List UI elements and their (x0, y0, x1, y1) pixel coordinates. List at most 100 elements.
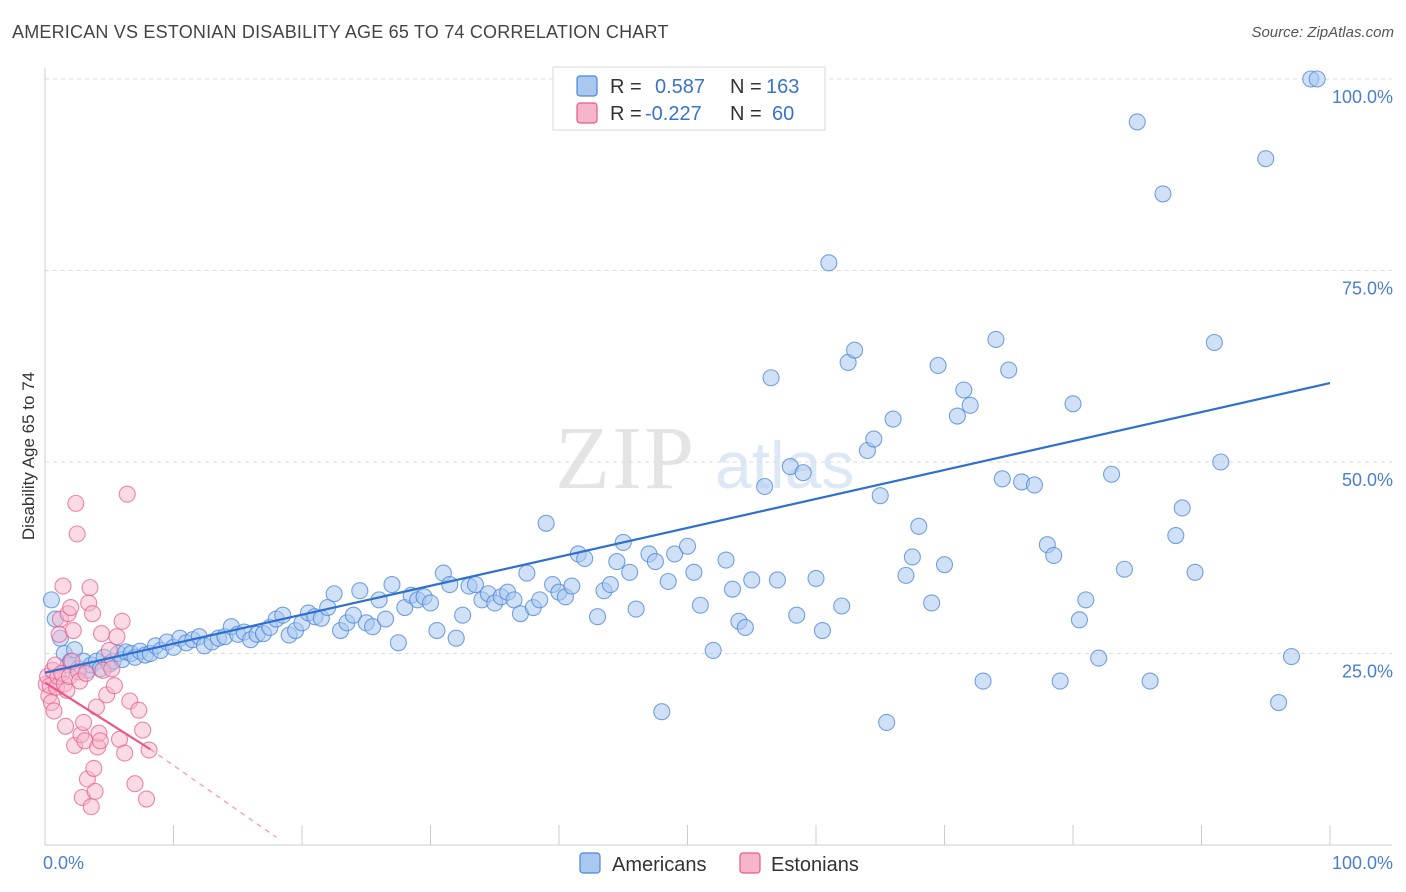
point-americans-71 (447, 629, 465, 647)
point-americans-155 (1141, 672, 1159, 690)
point-americans-111 (736, 618, 754, 637)
point-americans-166 (1308, 70, 1326, 88)
point-estonians-15 (57, 717, 75, 735)
point-americans-124 (845, 341, 864, 359)
stats-legend: R = 0.587 N = 163 R = -0.227 N = 60 (552, 66, 826, 131)
point-americans-97 (621, 563, 639, 581)
point-estonians-53 (118, 485, 136, 503)
point-americans-163 (1270, 693, 1288, 712)
point-americans-121 (820, 254, 838, 272)
legend-swatch-americans (579, 852, 601, 874)
point-estonians-29 (75, 713, 93, 731)
point-americans-72 (454, 606, 472, 624)
point-americans-154 (1128, 113, 1146, 131)
point-americans-94 (601, 576, 619, 594)
point-estonians-23 (67, 494, 85, 512)
point-americans-141 (993, 470, 1011, 488)
legend-label-americans: Americans (612, 854, 706, 876)
stats-n-value-estonians: 60 (772, 103, 794, 125)
point-americans-127 (871, 487, 889, 505)
point-americans-92 (588, 608, 607, 626)
y-tick-label-0: 25.0% (1342, 662, 1393, 682)
point-americans-59 (370, 591, 388, 609)
point-americans-137 (955, 381, 973, 399)
series-estonians (37, 485, 158, 816)
point-americans-129 (884, 410, 902, 428)
point-americans-107 (704, 641, 722, 659)
point-estonians-36 (83, 605, 102, 623)
source-label: Source: ZipAtlas.com (1251, 24, 1394, 41)
point-americans-108 (717, 551, 735, 569)
point-estonians-42 (91, 732, 109, 750)
point-americans-118 (794, 464, 812, 482)
point-americans-140 (987, 330, 1005, 348)
point-estonians-51 (113, 612, 131, 630)
point-americans-133 (923, 594, 941, 612)
stats-legend-box (552, 66, 826, 131)
series-americans (42, 70, 1326, 731)
point-estonians-56 (130, 701, 148, 719)
point-estonians-47 (103, 660, 121, 678)
point-americans-149 (1070, 611, 1088, 629)
point-americans-153 (1115, 560, 1133, 578)
point-estonians-37 (85, 759, 103, 777)
point-americans-159 (1186, 563, 1204, 581)
point-americans-147 (1051, 672, 1069, 690)
point-americans-135 (935, 556, 954, 574)
point-estonians-55 (126, 775, 144, 793)
stats-legend-swatch-estonians (576, 102, 598, 124)
point-americans-61 (383, 576, 401, 594)
point-americans-98 (627, 600, 645, 618)
bottom-legend: Americans Estonians (579, 852, 859, 876)
point-estonians-21 (64, 621, 82, 640)
point-americans-115 (768, 571, 787, 589)
point-americans-103 (666, 545, 684, 563)
point-estonians-38 (86, 782, 104, 800)
stats-n-label-americans: N = (730, 76, 762, 98)
point-americans-144 (1025, 476, 1043, 494)
point-americans-122 (833, 597, 851, 615)
point-americans-150 (1077, 591, 1095, 609)
point-americans-67 (421, 594, 440, 612)
point-americans-89 (563, 577, 581, 595)
stats-r-value-estonians: -0.227 (645, 103, 702, 125)
trendline-estonians (44, 681, 151, 751)
axes (44, 68, 1392, 846)
point-estonians-48 (105, 677, 123, 695)
point-estonians-19 (62, 598, 80, 617)
point-americans-157 (1167, 526, 1185, 545)
point-americans-102 (659, 572, 677, 591)
trendlines (44, 382, 1331, 838)
point-americans-58 (364, 618, 382, 636)
stats-r-label-americans: R = (610, 76, 642, 98)
point-americans-161 (1212, 453, 1230, 471)
point-americans-52 (325, 585, 343, 603)
point-estonians-57 (134, 721, 152, 739)
point-americans-105 (685, 563, 703, 581)
point-americans-128 (878, 713, 896, 731)
point-americans-152 (1103, 465, 1121, 483)
y-tick-label-3: 100.0% (1332, 87, 1393, 107)
point-americans-131 (903, 548, 921, 566)
point-americans-62 (389, 634, 407, 652)
point-americans-120 (813, 621, 831, 640)
legend-label-estonians: Estonians (771, 854, 859, 876)
point-americans-85 (537, 514, 555, 532)
point-americans-82 (518, 564, 536, 582)
stats-n-value-americans: 163 (766, 76, 799, 98)
point-americans-158 (1173, 499, 1191, 517)
trendline-estonians-extension (149, 748, 277, 838)
watermark-zip: ZIP (555, 409, 696, 508)
legend-swatch-estonians (739, 852, 761, 874)
point-americans-148 (1064, 395, 1082, 413)
stats-n-label-estonians: N = (730, 103, 762, 125)
point-americans-106 (691, 596, 709, 614)
point-americans-134 (929, 356, 947, 375)
point-americans-104 (678, 537, 697, 555)
point-americans-70 (441, 576, 459, 594)
point-americans-109 (723, 580, 742, 598)
point-americans-132 (910, 517, 928, 535)
x-tick-label-0: 0.0% (43, 853, 84, 873)
point-americans-151 (1090, 649, 1108, 667)
point-americans-117 (788, 606, 806, 624)
